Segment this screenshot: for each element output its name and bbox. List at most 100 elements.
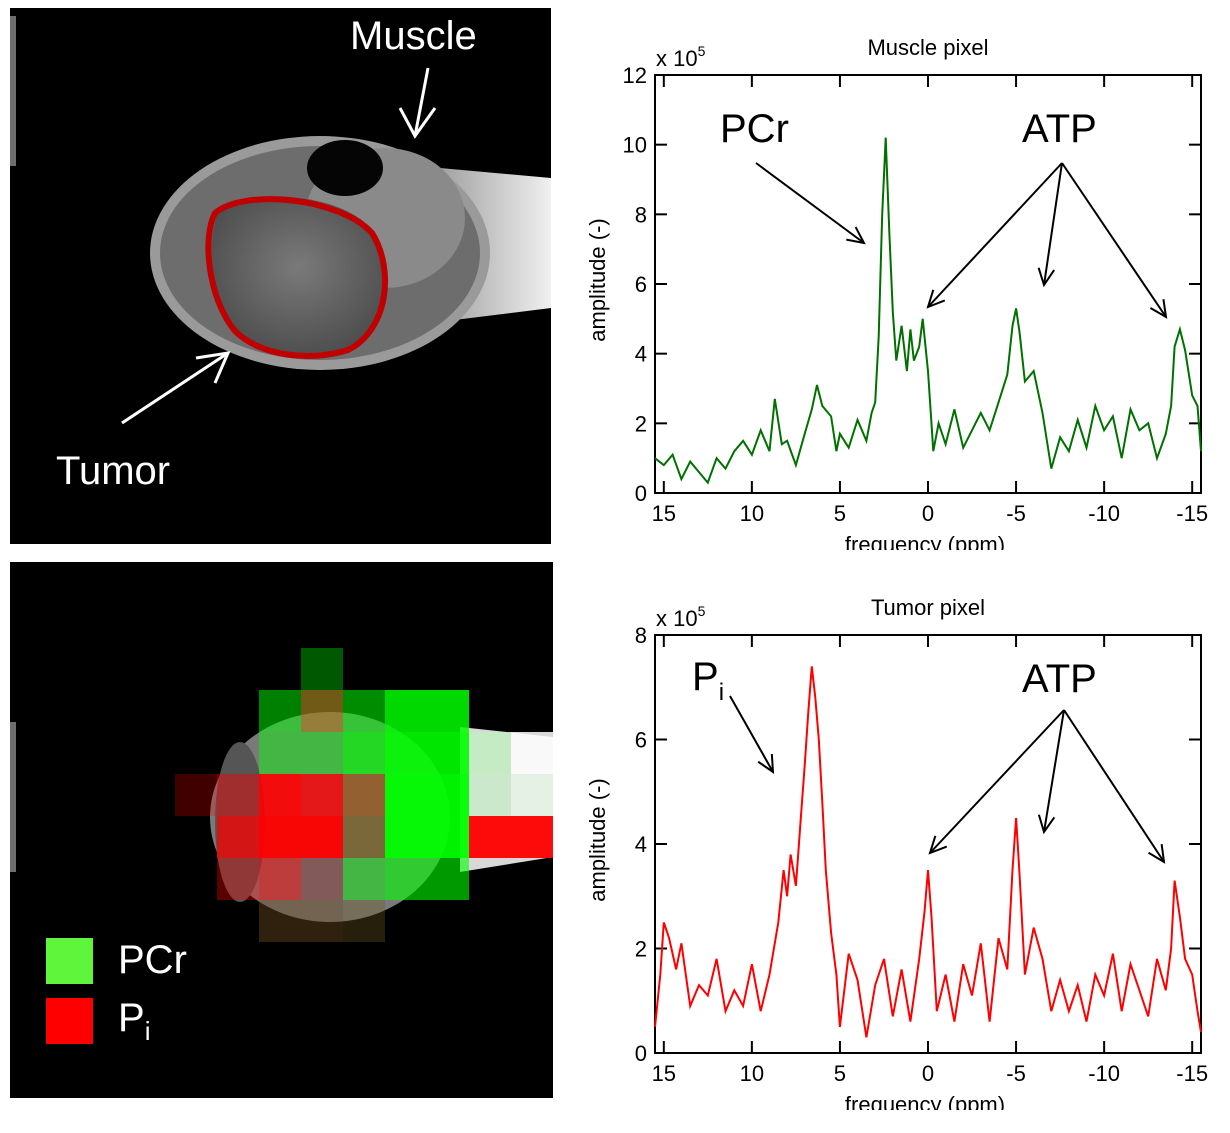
annotation-arrow [929, 709, 1065, 854]
x-tick-label: 10 [740, 501, 764, 526]
map-pixel [301, 858, 343, 900]
map-pixel [301, 774, 343, 816]
annotation-arrow [1061, 162, 1167, 318]
x-axis-label: frequency (ppm) [845, 1092, 1005, 1110]
map-pixel [175, 774, 217, 816]
map-pixel [259, 732, 301, 774]
mri-image-muscle-tumor: Muscle Tumor [10, 8, 551, 544]
map-pixel [217, 774, 259, 816]
pi-letter: P [118, 996, 145, 1040]
tumor-spectrum-chart: Tumor pixel x 105 amplitude (-) frequenc… [580, 560, 1230, 1117]
arrow-head [926, 289, 946, 309]
mri-metabolite-map: PCr Pi [10, 562, 553, 1098]
chart-title: Muscle pixel [867, 35, 988, 60]
x-tick-label: -5 [1006, 1061, 1026, 1086]
x-tick-label: -15 [1176, 501, 1208, 526]
annotation-pcr: PCr [720, 107, 789, 151]
annotation-arrow [1043, 709, 1065, 833]
map-pixel [217, 816, 259, 858]
y-tick-label: 6 [635, 272, 647, 297]
y-exponent: 5 [698, 43, 706, 59]
annotation-pi: Pi [692, 655, 724, 706]
map-pixel [343, 732, 385, 774]
map-pixel [259, 900, 301, 942]
y-multiplier-text: x 10 [656, 46, 698, 71]
x-tick-label: -5 [1006, 501, 1026, 526]
map-pixel [427, 774, 469, 816]
arrow-head [928, 835, 948, 855]
map-pixel [385, 774, 427, 816]
y-tick-label: 0 [635, 1041, 647, 1066]
map-pixel [427, 732, 469, 774]
map-pixel [301, 648, 343, 690]
legend-swatch-pcr [46, 938, 93, 984]
map-pixel [343, 816, 385, 858]
x-tick-label: 15 [652, 1061, 676, 1086]
map-pixel [511, 816, 553, 858]
x-tick-label: -10 [1088, 1061, 1120, 1086]
pi-subscript: i [144, 1016, 151, 1046]
y-tick-label: 0 [635, 481, 647, 506]
x-axis-label: frequency (ppm) [845, 532, 1005, 550]
map-pixel [385, 690, 427, 732]
y-tick-label: 6 [635, 728, 647, 753]
map-pixel [385, 732, 427, 774]
map-pixel [259, 690, 301, 732]
tumor-tissue [211, 196, 386, 354]
tumor-label: Tumor [56, 449, 171, 493]
map-pixel [259, 774, 301, 816]
map-pixel [511, 732, 553, 774]
arrow-head [757, 753, 775, 775]
dark-cavity [307, 140, 383, 196]
legend-label-pi: Pi [118, 998, 150, 1044]
map-pixel [301, 690, 343, 732]
y-axis-label: amplitude (-) [585, 778, 610, 901]
annotation-pi-letter: P [692, 655, 719, 699]
x-tick-label: 15 [652, 501, 676, 526]
map-pixel [301, 732, 343, 774]
tumor-spectrum-svg: Tumor pixel x 105 amplitude (-) frequenc… [585, 595, 1208, 1117]
map-pixel [385, 858, 427, 900]
muscle-spectrum-chart: Muscle pixel x 105 amplitude (-) frequen… [580, 0, 1230, 557]
arrow-head [1149, 299, 1168, 319]
map-pixel [385, 816, 427, 858]
annotation-arrow [1043, 162, 1063, 286]
muscle-arrow [413, 67, 430, 137]
x-tick-label: 10 [740, 1061, 764, 1086]
map-pixel [343, 690, 385, 732]
plot-layer: 0 2 4 6 8 10 12 15 10 5 0 -5 -10 -15 [623, 63, 1209, 526]
y-tick-label: 8 [635, 202, 647, 227]
map-pixel [343, 774, 385, 816]
y-exponent: 5 [698, 603, 706, 619]
map-pixel [469, 774, 511, 816]
annotation-arrow [729, 695, 774, 773]
plot-layer: 0 2 4 6 8 15 10 5 0 -5 -10 -15 [635, 623, 1208, 1086]
y-tick-label: 10 [623, 133, 647, 158]
mri-anatomy [10, 16, 551, 425]
annotation-arrow [755, 162, 865, 244]
y-tick-label: 12 [623, 63, 647, 88]
y-multiplier: x 105 [656, 603, 706, 631]
legend-label-pcr: PCr [118, 938, 187, 982]
tumor-arrow [121, 351, 229, 425]
x-tick-label: -15 [1176, 1061, 1208, 1086]
y-tick-label: 2 [635, 937, 647, 962]
x-tick-label: 0 [922, 1061, 934, 1086]
annotation-arrow [1063, 709, 1165, 863]
map-pixel [259, 858, 301, 900]
map-pixel [427, 816, 469, 858]
series-line [654, 137, 1202, 485]
annotation-pi-sub: i [719, 679, 724, 706]
map-pixel [343, 900, 385, 942]
legend-swatch-pi [46, 998, 93, 1044]
x-tick-label: -10 [1088, 501, 1120, 526]
y-multiplier-text: x 10 [656, 606, 698, 631]
chart-title: Tumor pixel [871, 595, 985, 620]
arrow-head [1037, 814, 1056, 835]
y-tick-label: 4 [635, 832, 647, 857]
map-pixel [427, 858, 469, 900]
map-pixel [217, 858, 259, 900]
muscle-label: Muscle [350, 14, 477, 58]
arrow-head [1037, 267, 1055, 288]
y-tick-label: 4 [635, 342, 647, 367]
